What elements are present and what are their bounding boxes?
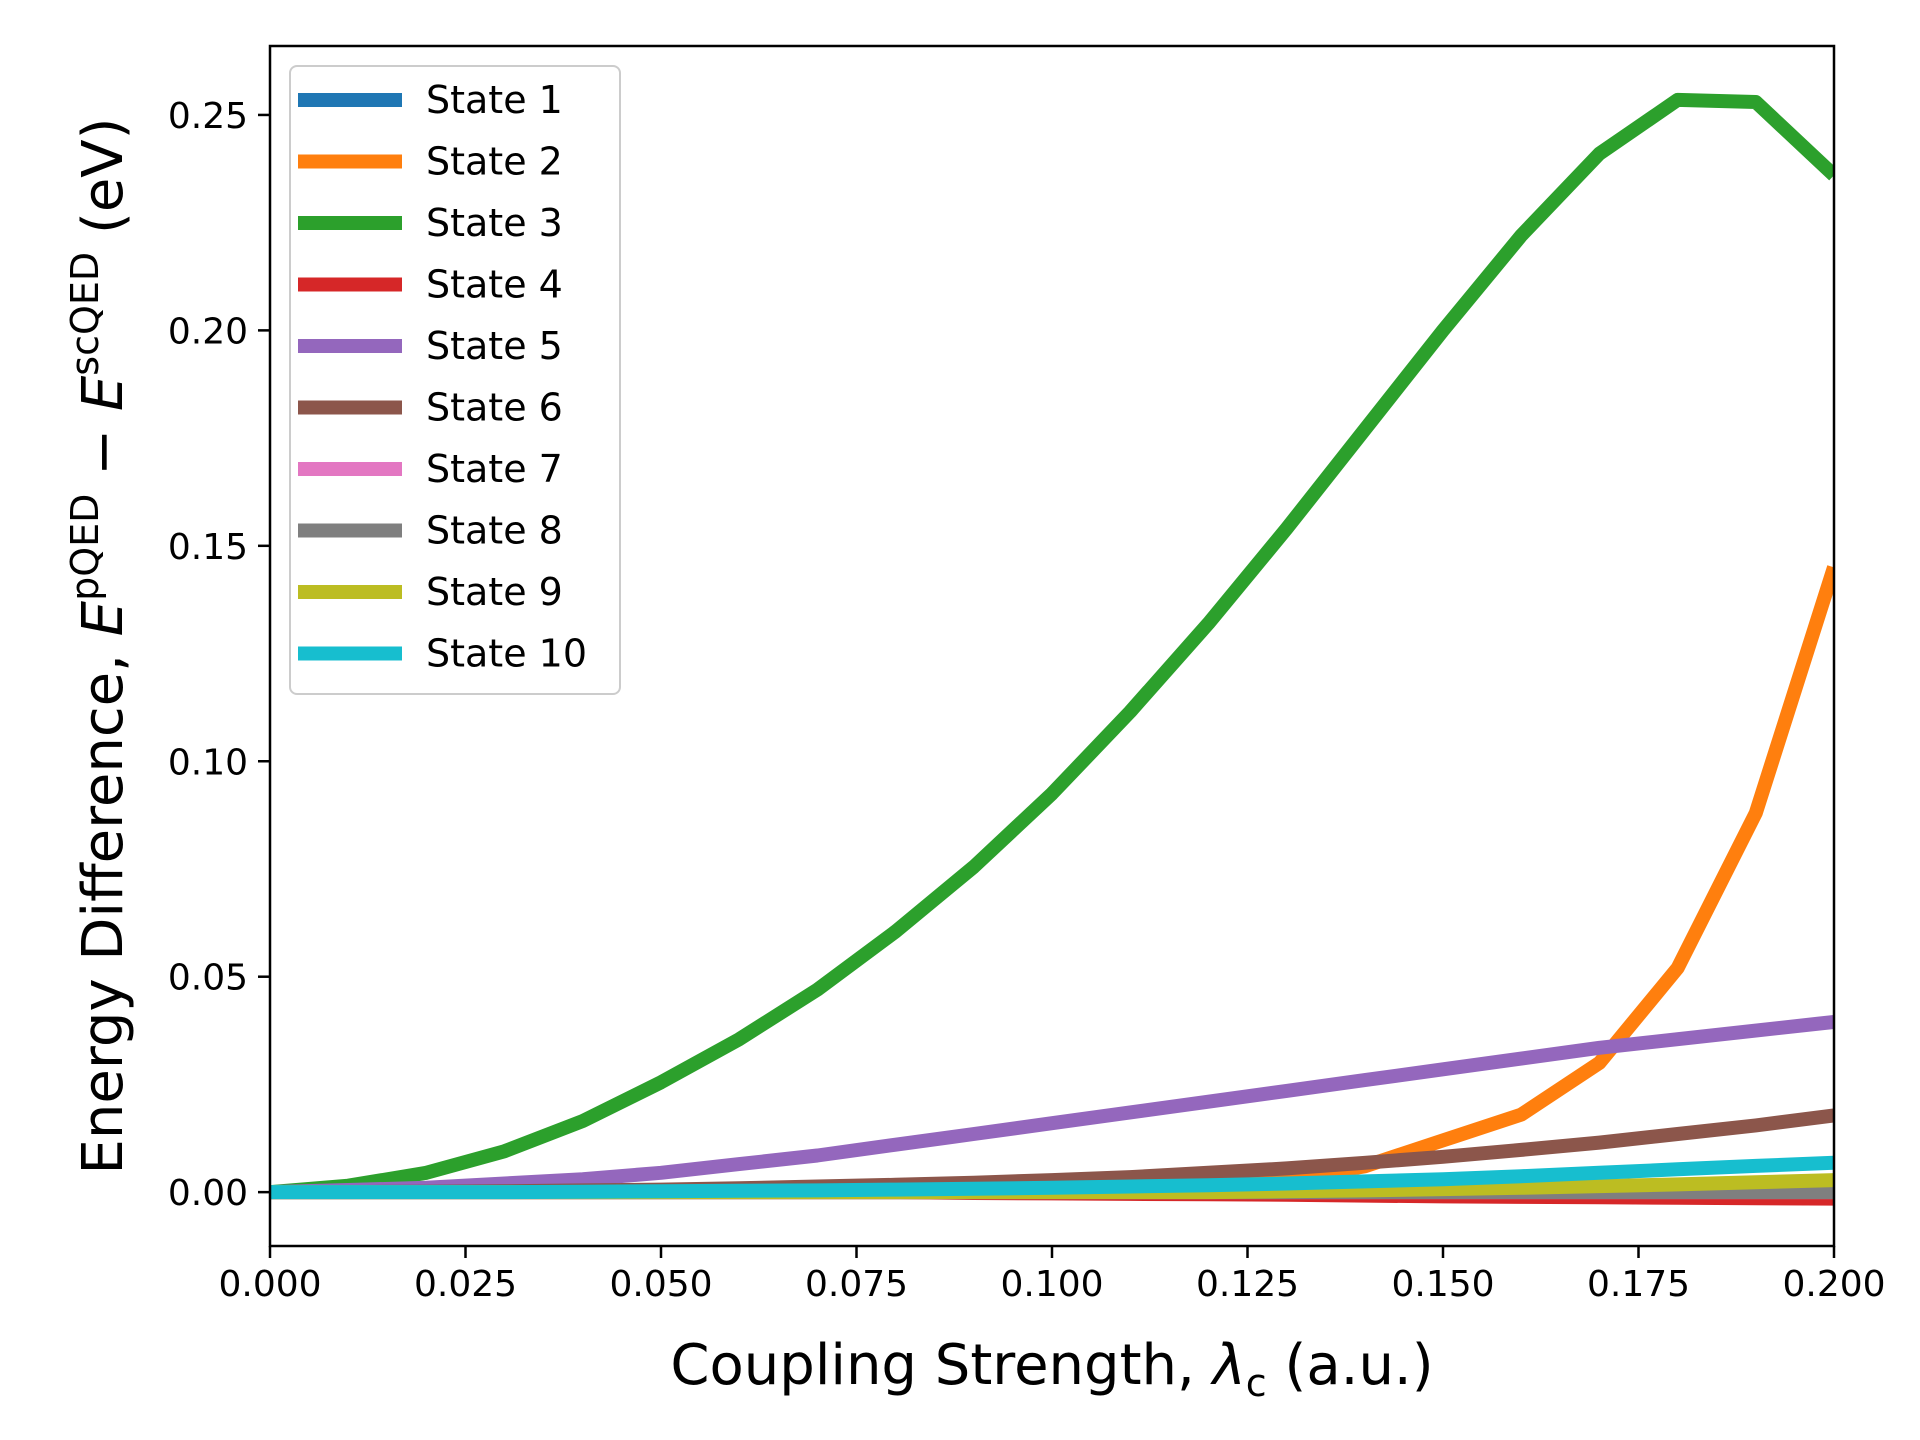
y-tick-label: 0.00 [168,1173,248,1214]
legend: State 1 State 2 State 3 State 4 State 5 State… [289,65,621,695]
y-tick-label: 0.15 [168,527,248,568]
x-axis-label: Coupling Strength, λc (a.u.) [670,1333,1433,1405]
legend-label-state-9: State 9 [426,570,563,614]
series-line-state-5 [270,1014,1834,1200]
y-axis-ticks: 0.00 0.05 0.10 0.15 0.20 0.25 [168,96,270,1214]
legend-label-state-1: State 1 [426,78,563,122]
legend-label-state-5: State 5 [426,324,563,368]
x-tick-label: 0.025 [414,1264,517,1305]
x-tick-label: 0.125 [1196,1264,1299,1305]
legend-label-state-3: State 3 [426,201,563,245]
series-layer [270,92,1834,1206]
y-axis-label: Energy Difference, EpQED − EscQED (eV) [63,118,136,1175]
y-tick-label: 0.10 [168,742,248,783]
x-tick-label: 0.100 [1000,1264,1103,1305]
legend-label-state-2: State 2 [426,140,563,184]
series-line-state-10 [270,1155,1834,1200]
legend-label-state-4: State 4 [426,263,563,307]
y-tick-label: 0.05 [168,958,248,999]
legend-label-state-8: State 8 [426,509,563,553]
x-tick-label: 0.075 [805,1264,908,1305]
legend-items: State 1 State 2 State 3 State 4 State 5 State… [298,78,587,676]
series-line-state-3 [270,92,1834,1200]
x-tick-label: 0.150 [1391,1264,1494,1305]
x-tick-label: 0.175 [1587,1264,1690,1305]
legend-label-state-7: State 7 [426,447,563,491]
x-tick-label: 0.000 [218,1264,321,1305]
x-axis-ticks: 0.000 0.025 0.050 0.075 0.100 0.125 0.150 0.175… [218,1246,1886,1305]
y-tick-label: 0.20 [168,311,248,352]
x-tick-label: 0.200 [1782,1264,1885,1305]
x-tick-label: 0.050 [609,1264,712,1305]
legend-label-state-6: State 6 [426,386,563,430]
y-tick-label: 0.25 [168,96,248,137]
legend-label-state-10: State 10 [426,632,587,676]
